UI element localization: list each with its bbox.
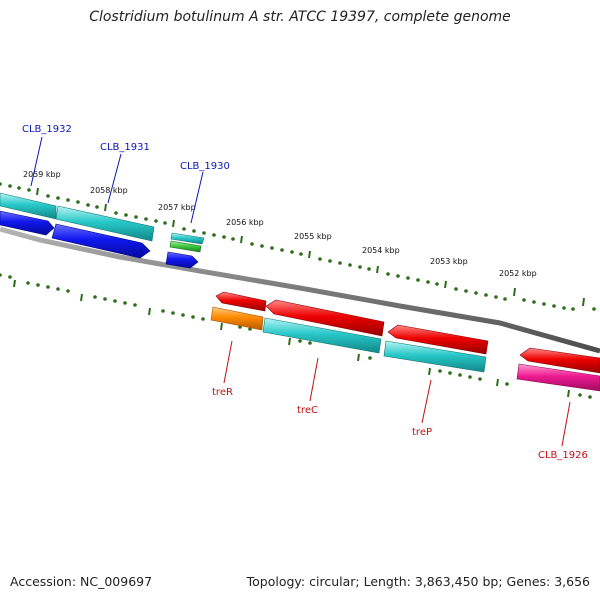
gene-feature-red[interactable]	[519, 347, 600, 374]
gene-label-clb-1930[interactable]: CLB_1930	[180, 161, 230, 172]
tick-label: 2055 kbp	[294, 232, 332, 241]
inner-tick-ring	[0, 273, 592, 399]
outer-tick-ring	[0, 182, 596, 311]
gene-label-clb-1932[interactable]: CLB_1932	[22, 124, 72, 135]
gene-feature-blue[interactable]	[0, 210, 55, 236]
gene-labels: CLB_1932 CLB_1931 CLB_1930 treR treC tre…	[22, 124, 588, 461]
genome-summary: Topology: circular; Length: 3,863,450 bp…	[246, 574, 590, 589]
tick-label: 2053 kbp	[430, 257, 468, 266]
gene-feature-cyan[interactable]	[262, 317, 382, 354]
tick-label: 2052 kbp	[499, 269, 537, 278]
gene-feature-blue[interactable]	[165, 251, 199, 269]
reverse-strand-features	[210, 291, 600, 392]
accession-label: Accession: NC_009697	[10, 574, 153, 589]
tick-label: 2059 kbp	[23, 170, 61, 179]
genome-backbone	[0, 226, 600, 354]
tick-label: 2056 kbp	[226, 218, 264, 227]
gene-label-clb-1926[interactable]: CLB_1926	[538, 450, 588, 461]
gene-label-trer[interactable]: treR	[212, 387, 233, 398]
gene-label-trec[interactable]: treC	[297, 405, 318, 416]
gene-label-trep[interactable]: treP	[412, 427, 432, 438]
gene-feature-pink[interactable]	[516, 363, 600, 392]
tick-label: 2057 kbp	[158, 203, 196, 212]
forward-strand-features	[0, 192, 205, 269]
gene-feature-blue[interactable]	[51, 223, 151, 259]
gene-feature-red[interactable]	[265, 299, 385, 337]
tick-label: 2054 kbp	[362, 246, 400, 255]
tick-labels: 2059 kbp 2058 kbp 2057 kbp 2056 kbp 2055…	[23, 170, 537, 278]
tick-label: 2058 kbp	[90, 186, 128, 195]
gene-feature-orange[interactable]	[210, 306, 264, 331]
gene-label-clb-1931[interactable]: CLB_1931	[100, 142, 150, 153]
gene-feature-red[interactable]	[387, 324, 489, 355]
gene-feature-red[interactable]	[215, 291, 267, 312]
gene-feature-cyan[interactable]	[383, 340, 487, 373]
gene-leader-lines	[30, 136, 571, 447]
gene-feature-green[interactable]	[169, 240, 202, 253]
map-title: Clostridium botulinum A str. ATCC 19397,…	[89, 9, 511, 25]
gene-feature-cyan[interactable]	[170, 232, 205, 245]
gene-feature-cyan[interactable]	[55, 205, 155, 242]
